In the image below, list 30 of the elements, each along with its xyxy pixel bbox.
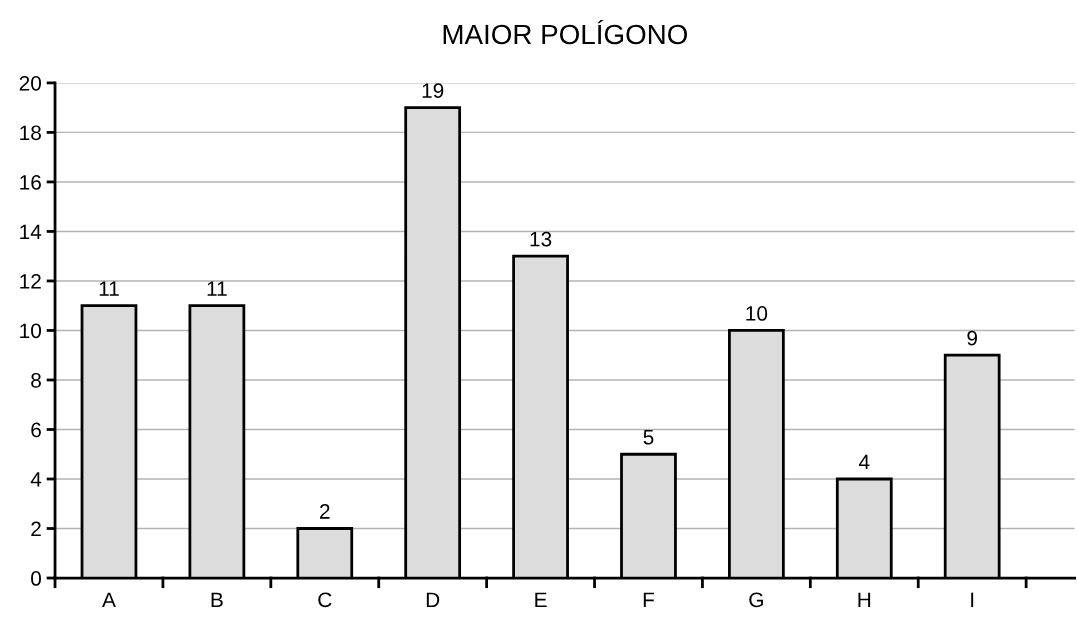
x-tick-label: I	[971, 592, 974, 608]
data-label: 11	[99, 281, 119, 296]
x-tick-label: H	[858, 592, 871, 608]
y-tick-label: 10	[20, 323, 42, 339]
y-tick-label: 12	[20, 273, 41, 289]
y-tick-label: 2	[31, 521, 41, 537]
y-tick-label: 4	[30, 472, 42, 487]
x-tick-label: A	[102, 592, 116, 608]
chart-title: MAIOR POLÍGONO	[443, 19, 687, 45]
x-tick-label: C	[318, 592, 332, 608]
data-label: 10	[746, 306, 768, 321]
y-tick-label: 20	[19, 75, 42, 91]
y-tick-label: 14	[20, 224, 42, 239]
y-tick-label: 18	[20, 125, 41, 141]
data-label: 13	[530, 231, 552, 247]
data-label: 9	[967, 330, 977, 346]
data-label: 4	[858, 454, 870, 470]
data-label: 2	[320, 504, 330, 519]
y-tick-label: 16	[20, 174, 41, 190]
y-tick-label: 6	[31, 422, 41, 438]
y-tick-label: 0	[31, 571, 42, 586]
data-label: 11	[207, 281, 227, 296]
x-tick-label: B	[211, 592, 223, 608]
data-label: 5	[643, 430, 654, 445]
x-tick-label: F	[643, 592, 655, 608]
x-tick-label: G	[749, 592, 763, 608]
x-tick-label: E	[535, 592, 547, 608]
y-tick-label: 8	[31, 372, 41, 388]
data-label: 19	[422, 83, 444, 98]
x-tick-label: D	[426, 592, 440, 608]
